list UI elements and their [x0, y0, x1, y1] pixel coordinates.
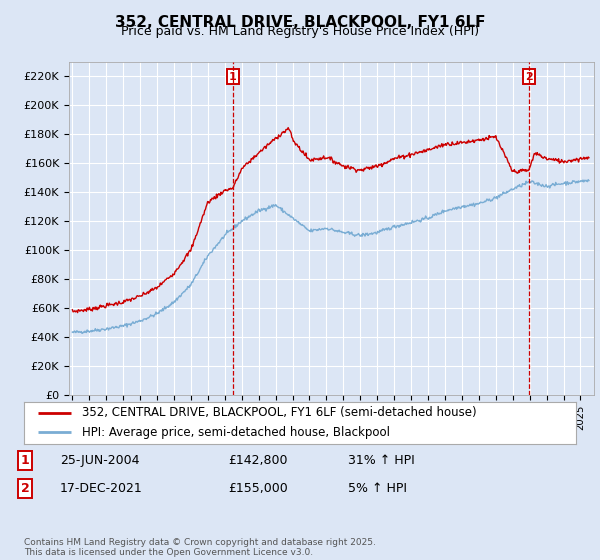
Text: Contains HM Land Registry data © Crown copyright and database right 2025.
This d: Contains HM Land Registry data © Crown c…: [24, 538, 376, 557]
Text: 1: 1: [21, 454, 29, 467]
Text: 17-DEC-2021: 17-DEC-2021: [60, 482, 143, 495]
Text: 352, CENTRAL DRIVE, BLACKPOOL, FY1 6LF: 352, CENTRAL DRIVE, BLACKPOOL, FY1 6LF: [115, 15, 485, 30]
Text: HPI: Average price, semi-detached house, Blackpool: HPI: Average price, semi-detached house,…: [82, 426, 390, 438]
Text: 25-JUN-2004: 25-JUN-2004: [60, 454, 139, 467]
Text: 5% ↑ HPI: 5% ↑ HPI: [348, 482, 407, 495]
Text: £142,800: £142,800: [228, 454, 287, 467]
Text: 2: 2: [525, 72, 533, 82]
Text: Price paid vs. HM Land Registry's House Price Index (HPI): Price paid vs. HM Land Registry's House …: [121, 25, 479, 38]
Text: 2: 2: [21, 482, 29, 495]
Text: 31% ↑ HPI: 31% ↑ HPI: [348, 454, 415, 467]
Text: £155,000: £155,000: [228, 482, 288, 495]
Text: 352, CENTRAL DRIVE, BLACKPOOL, FY1 6LF (semi-detached house): 352, CENTRAL DRIVE, BLACKPOOL, FY1 6LF (…: [82, 407, 476, 419]
Text: 1: 1: [229, 72, 237, 82]
